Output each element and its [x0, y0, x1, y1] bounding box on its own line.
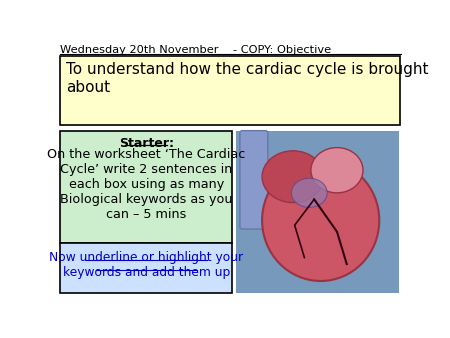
FancyBboxPatch shape [240, 131, 268, 229]
Text: On the worksheet ‘The Cardiac
Cycle’ write 2 sentences in
each box using as many: On the worksheet ‘The Cardiac Cycle’ wri… [47, 148, 245, 221]
Text: Now underline or highlight your
keywords and add them up: Now underline or highlight your keywords… [49, 251, 243, 279]
FancyBboxPatch shape [60, 131, 232, 243]
FancyBboxPatch shape [60, 56, 400, 125]
Ellipse shape [262, 160, 379, 281]
Text: Wednesday 20th November    - COPY: Objective: Wednesday 20th November - COPY: Objectiv… [60, 45, 331, 55]
Ellipse shape [292, 178, 327, 208]
Text: To understand how the cardiac cycle is brought
about: To understand how the cardiac cycle is b… [66, 62, 429, 95]
Ellipse shape [262, 151, 324, 202]
FancyBboxPatch shape [60, 243, 232, 293]
Text: Starter:: Starter: [119, 137, 174, 150]
FancyBboxPatch shape [236, 131, 399, 293]
Ellipse shape [311, 148, 363, 193]
